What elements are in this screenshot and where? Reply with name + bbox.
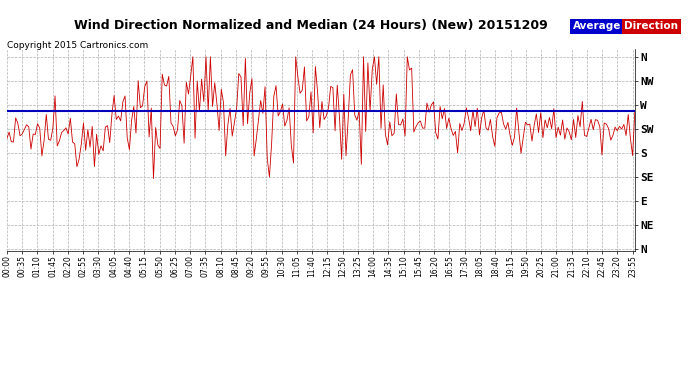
Text: Copyright 2015 Cartronics.com: Copyright 2015 Cartronics.com [7,41,148,50]
Text: Wind Direction Normalized and Median (24 Hours) (New) 20151209: Wind Direction Normalized and Median (24… [74,19,547,32]
Text: Direction: Direction [624,21,678,31]
Text: Average: Average [573,21,621,31]
